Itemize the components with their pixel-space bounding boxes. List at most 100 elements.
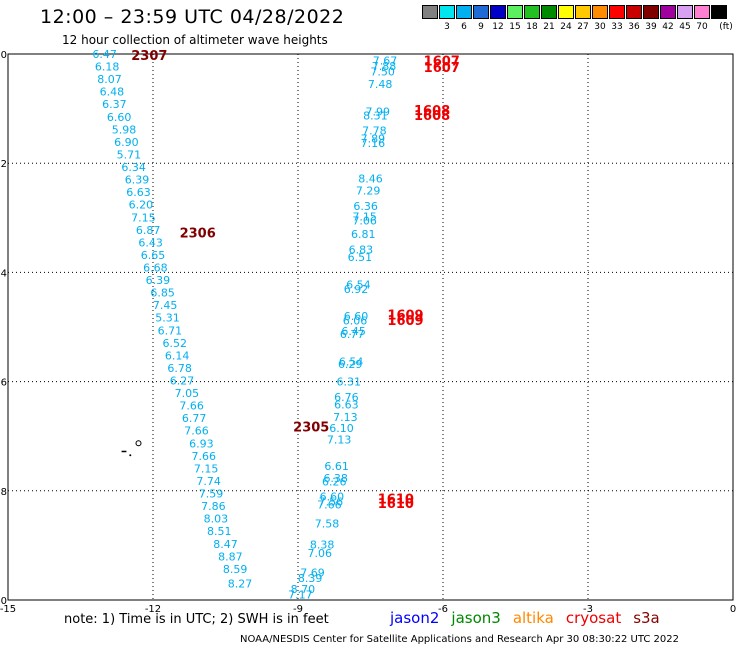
data-point: 8.46 bbox=[358, 172, 383, 185]
data-point: 7.74 bbox=[196, 475, 221, 488]
data-point: 7.58 bbox=[315, 518, 340, 531]
legend-swatch bbox=[456, 5, 472, 19]
time-label: 1608 bbox=[414, 104, 450, 119]
data-point: 7.50 bbox=[370, 65, 395, 78]
data-point: 6.27 bbox=[170, 375, 195, 388]
data-point: 7.89 bbox=[361, 133, 386, 146]
mission-cryosat: cryosat bbox=[565, 609, 622, 627]
time-label: 1609 bbox=[387, 314, 423, 329]
data-point: 8.47 bbox=[213, 538, 238, 551]
data-point: 8.70 bbox=[291, 583, 316, 596]
data-point: 7.15 bbox=[194, 462, 219, 475]
data-point: 6.51 bbox=[348, 251, 373, 264]
time-label: 2307 bbox=[131, 49, 167, 64]
time-label: 1607 bbox=[424, 61, 460, 76]
time-label: 1608 bbox=[414, 109, 450, 124]
data-point: 6.87 bbox=[136, 224, 161, 237]
time-label: 2306 bbox=[180, 227, 216, 242]
data-point: 6.71 bbox=[158, 324, 183, 337]
data-point: 7.66 bbox=[184, 425, 209, 438]
data-point: 5.31 bbox=[155, 312, 180, 325]
data-point: 6.10 bbox=[329, 422, 354, 435]
data-point: 5.71 bbox=[117, 148, 142, 161]
legend-swatch bbox=[541, 5, 557, 19]
legend-label: 27 bbox=[577, 22, 589, 32]
data-point: 6.06 bbox=[343, 314, 368, 327]
data-point: 6.48 bbox=[100, 86, 125, 99]
data-point: 7.66 bbox=[192, 450, 217, 463]
mission-legend: jason2 jason3 altika cryosat s3a bbox=[390, 609, 672, 627]
y-tick-label: -34 bbox=[0, 268, 7, 279]
data-point: 7.99 bbox=[366, 105, 391, 118]
legend-label: 30 bbox=[594, 22, 606, 32]
time-label: 1609 bbox=[387, 308, 423, 323]
data-point: 6.45 bbox=[341, 325, 366, 338]
legend-swatch bbox=[609, 5, 625, 19]
data-point: 7.69 bbox=[300, 567, 325, 580]
chart-subtitle: 12 hour collection of altimeter wave hei… bbox=[62, 33, 328, 47]
data-point: 7.16 bbox=[361, 137, 386, 150]
time-label: 1610 bbox=[378, 497, 414, 512]
data-point: 6.29 bbox=[338, 358, 363, 371]
legend-label: 6 bbox=[461, 22, 467, 32]
data-point: 8.27 bbox=[228, 578, 253, 591]
data-point: 6.14 bbox=[165, 349, 190, 362]
data-point: 6.60 bbox=[344, 310, 369, 323]
legend-swatch bbox=[694, 5, 710, 19]
legend-label: 9 bbox=[478, 22, 484, 32]
data-point: 6.20 bbox=[129, 199, 154, 212]
data-point: 6.31 bbox=[337, 376, 362, 389]
legend-label: 18 bbox=[526, 22, 538, 32]
note-text: note: 1) Time is in UTC; 2) SWH is in fe… bbox=[64, 612, 329, 627]
data-point: 6.65 bbox=[141, 249, 166, 262]
legend-label: 39 bbox=[645, 22, 657, 32]
data-point: 6.60 bbox=[107, 111, 132, 124]
x-tick-label: 0 bbox=[730, 604, 736, 615]
mission-altika: altika bbox=[512, 609, 554, 627]
data-point: 7.06 bbox=[308, 547, 333, 560]
data-point: 6.68 bbox=[143, 261, 168, 274]
data-point: 7.59 bbox=[199, 488, 224, 501]
legend-swatch bbox=[643, 5, 659, 19]
legend-swatch bbox=[660, 5, 676, 19]
legend-label: 36 bbox=[628, 22, 640, 32]
data-point: 6.47 bbox=[92, 48, 117, 61]
data-point: 7.88 bbox=[372, 60, 397, 73]
data-point: 6.34 bbox=[121, 161, 146, 174]
x-tick-label: -3 bbox=[583, 604, 593, 615]
legend-label: 70 bbox=[696, 22, 708, 32]
y-tick-label: -30 bbox=[0, 50, 7, 61]
time-label: 1607 bbox=[424, 55, 460, 70]
legend-swatch bbox=[524, 5, 540, 19]
data-point: 6.92 bbox=[344, 283, 369, 296]
legend-swatch bbox=[422, 5, 438, 19]
legend-label: 15 bbox=[509, 22, 521, 32]
data-point: 6.61 bbox=[324, 460, 349, 473]
data-point: 7.13 bbox=[333, 411, 358, 424]
time-label: 2305 bbox=[293, 420, 329, 435]
legend-swatch bbox=[507, 5, 523, 19]
mission-jason3: jason3 bbox=[451, 609, 501, 627]
mission-jason2: jason2 bbox=[390, 609, 440, 627]
data-point: 6.38 bbox=[323, 472, 348, 485]
x-tick-label: -9 bbox=[293, 604, 303, 615]
data-point: 7.56 bbox=[319, 496, 344, 509]
legend-label: 45 bbox=[679, 22, 691, 32]
data-point: 7.05 bbox=[175, 387, 200, 400]
legend-swatch bbox=[575, 5, 591, 19]
legend-swatch bbox=[439, 5, 455, 19]
data-point: 6.60 bbox=[320, 490, 345, 503]
legend-swatch bbox=[677, 5, 693, 19]
island-mark bbox=[129, 454, 132, 457]
x-tick-label: -15 bbox=[0, 604, 16, 615]
x-tick-label: -6 bbox=[438, 604, 448, 615]
legend-swatch bbox=[711, 5, 727, 19]
chart-title: 12:00 – 23:59 UTC 04/28/2022 bbox=[40, 6, 345, 28]
data-point: 7.45 bbox=[153, 299, 178, 312]
legend-label: 42 bbox=[662, 22, 674, 32]
data-point: 6.78 bbox=[167, 362, 192, 375]
data-point: 6.18 bbox=[95, 61, 120, 74]
data-point: 6.39 bbox=[125, 174, 150, 187]
data-point: 6.26 bbox=[322, 476, 347, 489]
legend-swatch bbox=[490, 5, 506, 19]
